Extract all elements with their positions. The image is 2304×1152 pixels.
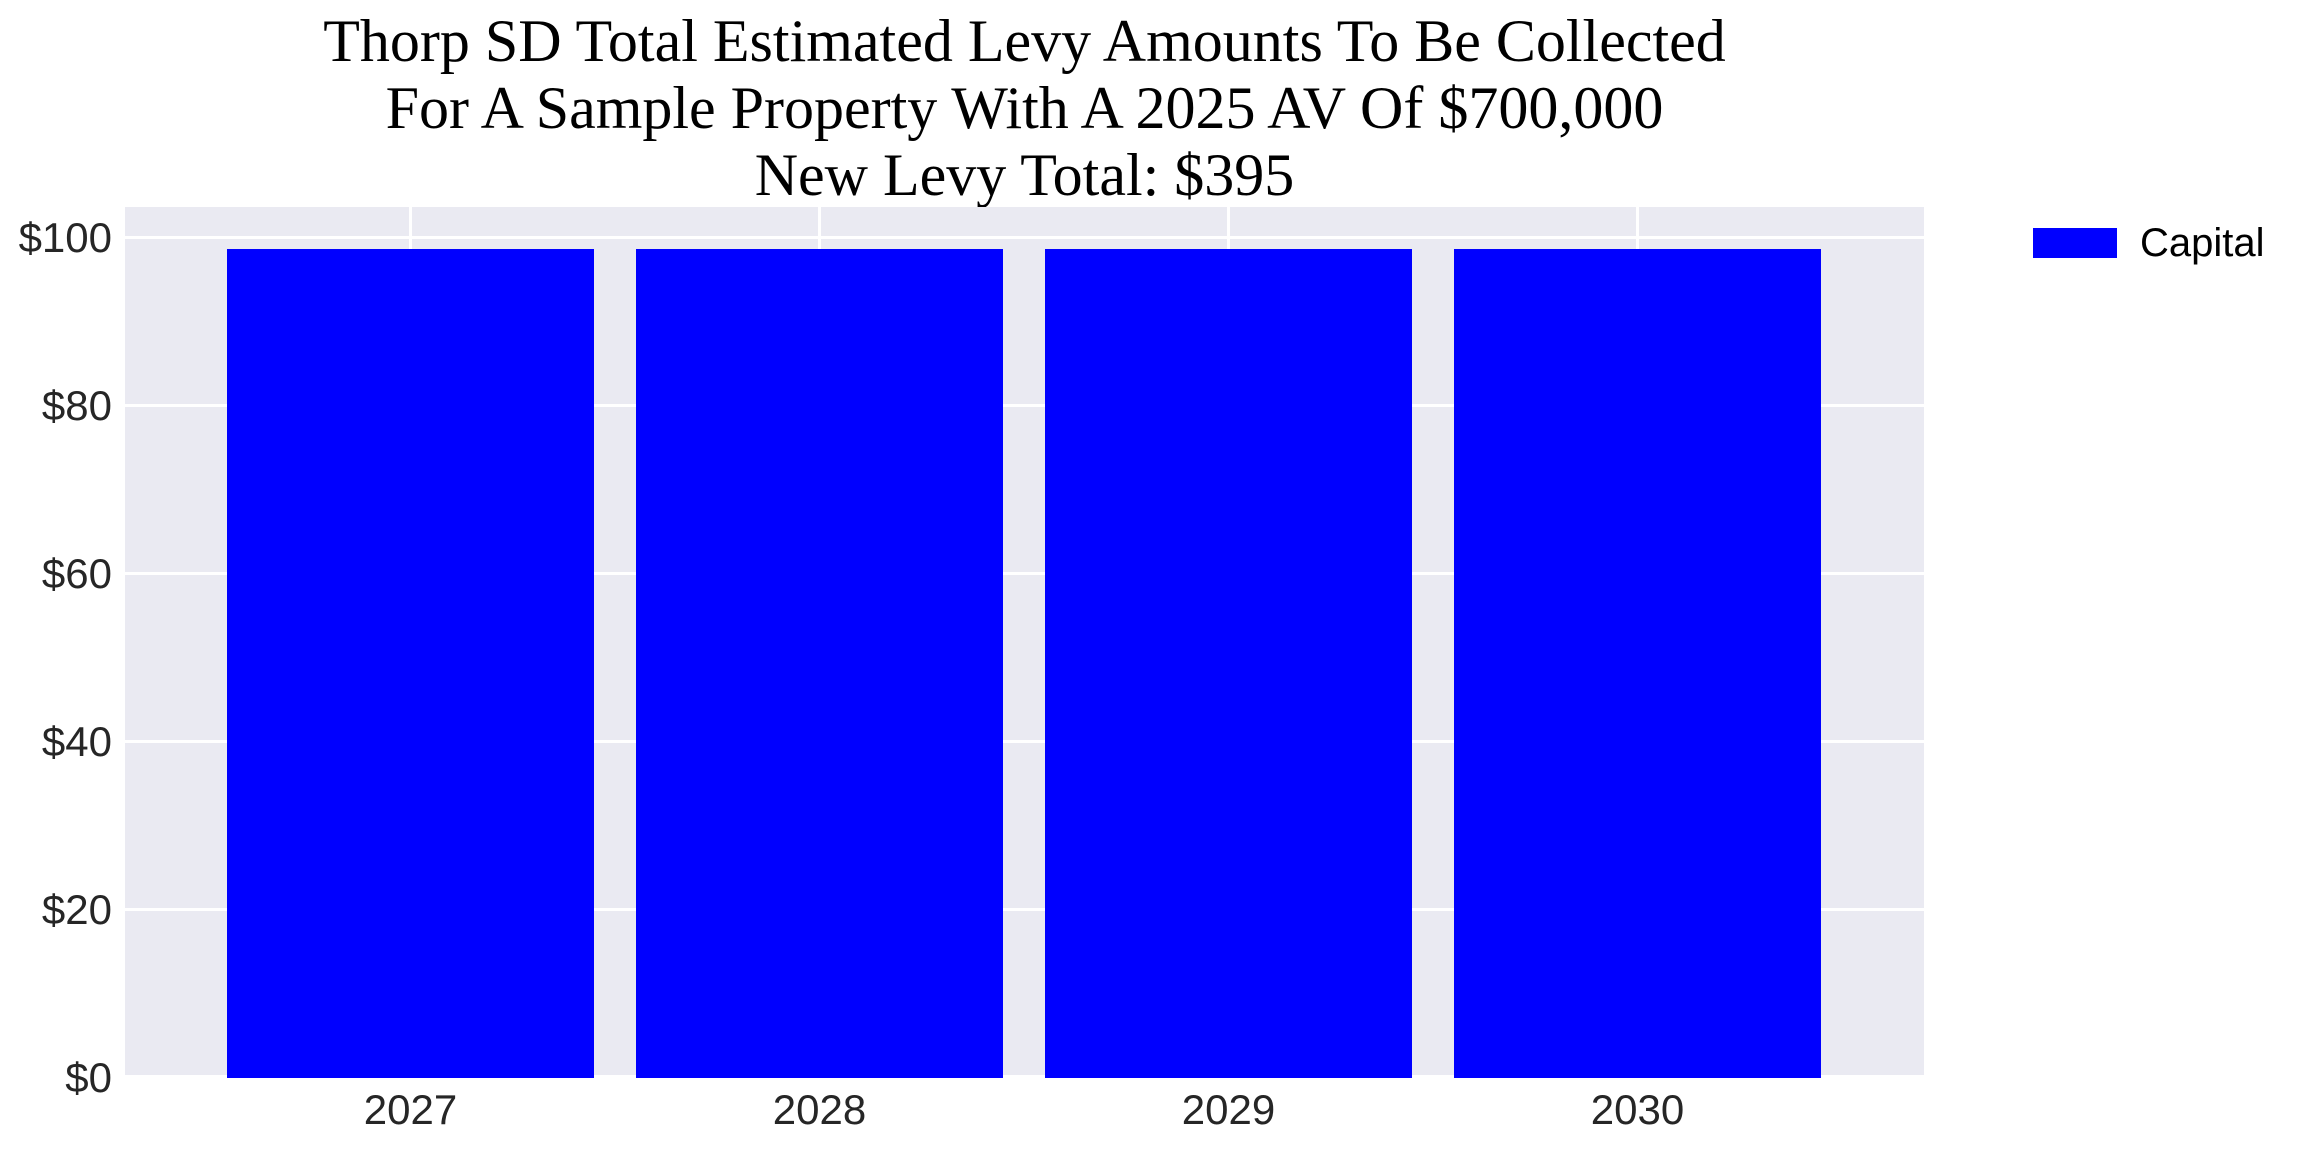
gridline-h-$20 [125, 908, 1924, 912]
bar-2030 [1454, 248, 1821, 1078]
plot-area [125, 207, 1924, 1078]
chart-title-line1: Thorp SD Total Estimated Levy Amounts To… [323, 8, 1726, 74]
legend: Capital [2033, 223, 2265, 263]
bar-2027 [227, 248, 594, 1078]
legend-color-swatch [2033, 228, 2117, 258]
x-tick-label-2028: 2028 [772, 1086, 867, 1133]
bar-2028 [636, 248, 1003, 1078]
y-tick-label-$60: $60 [41, 549, 112, 597]
y-tick-label-$80: $80 [41, 381, 112, 429]
x-tick-label-2030: 2030 [1590, 1086, 1685, 1133]
y-tick-label-$100: $100 [18, 213, 112, 261]
chart-title-line2: For A Sample Property With A 2025 AV Of … [385, 75, 1664, 141]
x-tick-label-2027: 2027 [363, 1086, 458, 1133]
y-tick-label-$40: $40 [41, 717, 112, 765]
chart-title: Thorp SD Total Estimated Levy Amounts To… [125, 8, 1924, 209]
gridline-h-$80 [125, 404, 1924, 408]
legend-label: Capital [2140, 221, 2265, 265]
y-tick-label-$0: $0 [65, 1054, 112, 1101]
x-tick-label-2029: 2029 [1181, 1086, 1276, 1133]
gridline-h-$0 [125, 1075, 1924, 1078]
gridline-h-$40 [125, 740, 1924, 744]
chart-title-line3: New Levy Total: $395 [754, 142, 1295, 208]
gridline-h-$100 [125, 236, 1924, 240]
bar-2029 [1045, 248, 1412, 1078]
y-tick-label-$20: $20 [41, 885, 112, 933]
gridline-h-$60 [125, 572, 1924, 576]
